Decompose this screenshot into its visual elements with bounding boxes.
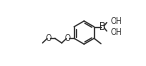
Text: O: O	[65, 34, 71, 43]
Text: O: O	[45, 34, 51, 43]
Text: OH: OH	[111, 16, 122, 26]
Text: OH: OH	[111, 28, 122, 37]
Text: B: B	[99, 22, 106, 32]
